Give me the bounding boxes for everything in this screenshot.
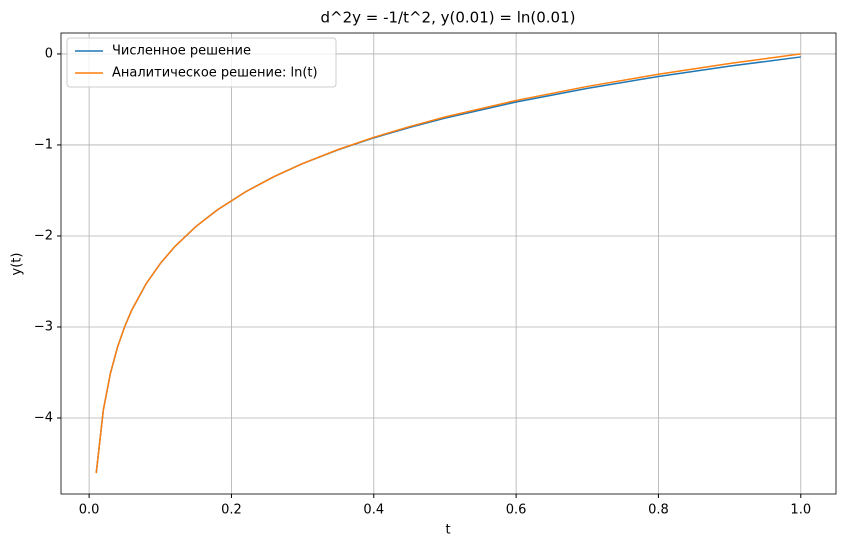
series-line — [95, 56, 801, 474]
y-tick-label: −4 — [34, 411, 53, 426]
y-tick-label: 0 — [45, 46, 53, 61]
legend-label: Численное решение — [112, 44, 251, 59]
legend-box — [66, 37, 337, 88]
x-tick-label: 0.8 — [648, 503, 669, 518]
x-axis-label: t — [445, 523, 450, 538]
y-tick-label: −3 — [34, 319, 53, 334]
x-tick-label: 0.4 — [363, 503, 384, 518]
plot-frame — [60, 32, 837, 495]
y-tick-label: −1 — [34, 137, 53, 152]
chart-title: d^2y = -1/t^2, y(0.01) = ln(0.01) — [320, 9, 575, 27]
legend-label: Аналитическое решение: ln(t) — [112, 66, 318, 81]
y-tick-label: −2 — [34, 228, 53, 243]
x-tick-label: 0.2 — [221, 503, 242, 518]
series-line — [95, 53, 801, 474]
x-tick-label: 1.0 — [790, 503, 811, 518]
x-tick-label: 0.0 — [79, 503, 100, 518]
x-tick-label: 0.6 — [506, 503, 527, 518]
y-axis-label: y(t) — [10, 253, 25, 276]
